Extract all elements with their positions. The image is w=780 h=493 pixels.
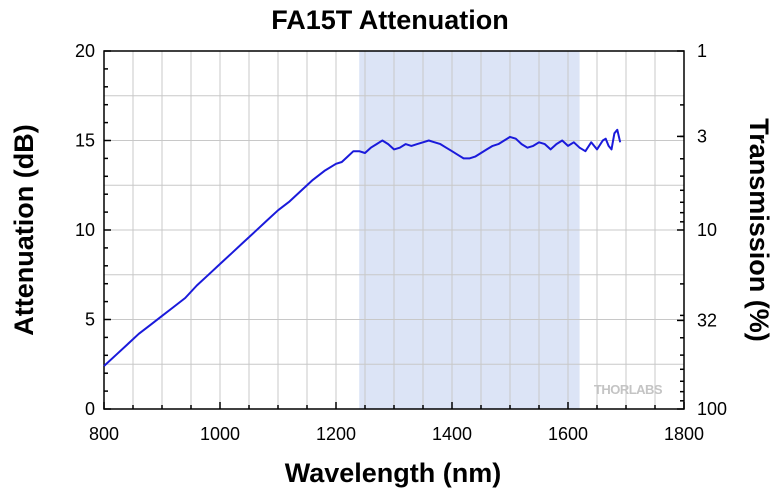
y2-tick-label: 32 [697,310,717,330]
y-tick-label: 10 [75,220,95,240]
series-line [103,128,622,367]
thorlabs-watermark: THORLABS [594,382,663,397]
x-axis-label: Wavelength (nm) [285,458,502,488]
y2-tick-label: 10 [697,220,717,240]
y-tick-label: 20 [75,41,95,61]
y2-tick-label: 1 [697,41,707,61]
x-tick-label: 800 [89,424,119,444]
grid-lines [104,51,684,409]
y-tick-label: 5 [85,310,95,330]
y-tick-label: 0 [85,399,95,419]
y-tick-label: 15 [75,131,95,151]
y2-tick-label: 100 [697,399,727,419]
y2-axis-label: Transmission (%) [744,118,774,342]
plot-frame [103,50,685,410]
y2-tick-label: 3 [697,126,707,146]
x-tick-label: 1600 [548,424,588,444]
tick-labels: 800 1000 1200 1400 1600 1800 0 5 10 15 20 1 3 10 32 100 [75,41,727,444]
x-tick-label: 1000 [200,424,240,444]
chart-title: FA15T Attenuation [271,5,509,35]
x-tick-label: 1200 [316,424,356,444]
x-tick-label: 1400 [432,424,472,444]
x-tick-label: 1800 [664,424,704,444]
y-axis-label: Attenuation (dB) [9,124,39,335]
